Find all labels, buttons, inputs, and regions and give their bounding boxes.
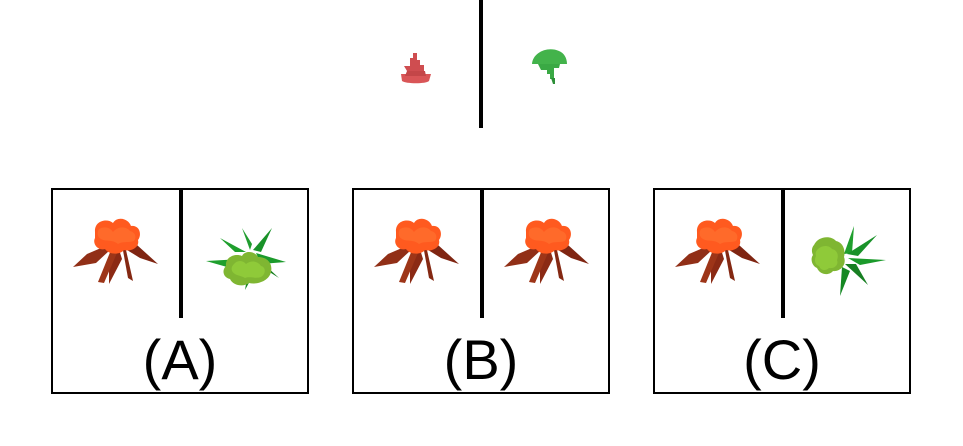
choice-a-panel[interactable]: (A) — [51, 188, 309, 394]
choice-c-label: (C) — [743, 328, 821, 391]
green-leafy-flower-icon — [200, 208, 292, 300]
small-green-object-icon — [523, 40, 577, 94]
red-flower-icon — [371, 208, 463, 300]
red-flower-icon — [70, 208, 162, 300]
choice-b-panel[interactable]: (B) — [352, 188, 610, 394]
choice-b-label: (B) — [443, 328, 519, 391]
choice-c-panel[interactable]: (C) — [653, 188, 911, 394]
red-flower-icon — [501, 208, 593, 300]
top-divider — [479, 0, 483, 128]
green-leafy-flower-side-icon — [802, 208, 894, 300]
choice-b-divider — [480, 190, 484, 318]
choice-c-divider — [781, 190, 785, 318]
choice-a-divider — [179, 190, 183, 318]
choice-a-label: (A) — [142, 328, 218, 391]
small-red-object-icon — [389, 40, 443, 94]
red-flower-icon — [672, 208, 764, 300]
